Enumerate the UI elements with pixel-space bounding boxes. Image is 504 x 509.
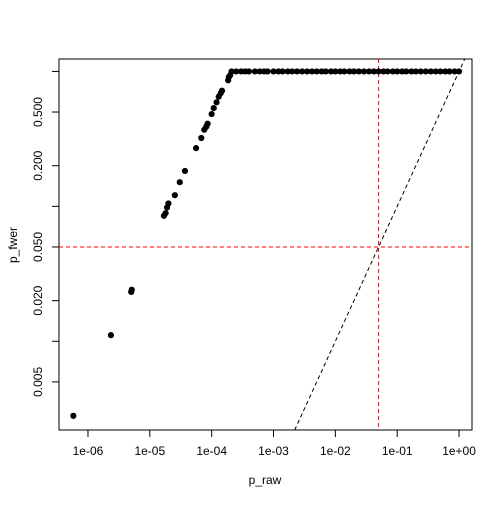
- point: [251, 68, 258, 75]
- point: [403, 68, 410, 75]
- point: [313, 68, 320, 75]
- point: [228, 68, 235, 75]
- point: [304, 68, 311, 75]
- point: [360, 68, 368, 75]
- x-tick-label: 1e+00: [442, 444, 476, 458]
- point: [437, 68, 444, 75]
- point: [394, 68, 401, 75]
- point: [455, 68, 463, 75]
- y-tick-label: 0.200: [31, 150, 45, 180]
- point: [204, 120, 211, 127]
- point: [322, 68, 329, 75]
- y-tick-label: 0.020: [31, 285, 45, 315]
- point: [355, 68, 362, 75]
- point: [289, 68, 296, 75]
- x-tick-label: 1e-03: [258, 444, 289, 458]
- point: [375, 68, 382, 75]
- point: [384, 68, 391, 75]
- point: [279, 68, 286, 75]
- point: [70, 412, 77, 419]
- point: [198, 134, 205, 142]
- point: [327, 68, 335, 75]
- point: [270, 68, 277, 75]
- point: [210, 104, 217, 112]
- y-tick-label: 0.005: [31, 367, 45, 397]
- point: [389, 68, 396, 75]
- y-axis-label: p_fwer: [6, 227, 20, 263]
- point: [299, 68, 306, 75]
- point: [165, 200, 172, 207]
- point: [432, 68, 439, 75]
- point: [332, 68, 339, 75]
- x-tick-label: 1e-02: [320, 444, 351, 458]
- point: [417, 68, 424, 75]
- point: [427, 68, 434, 75]
- x-tick-label: 1e-01: [382, 444, 413, 458]
- point: [370, 68, 377, 75]
- point: [192, 145, 200, 152]
- point: [181, 167, 189, 175]
- point: [308, 68, 316, 75]
- point: [218, 87, 226, 94]
- point: [408, 68, 415, 75]
- identity-line: [294, 58, 466, 431]
- point: [213, 99, 220, 106]
- point: [346, 68, 353, 75]
- point: [350, 68, 358, 75]
- point: [446, 68, 453, 75]
- point: [451, 68, 458, 75]
- x-tick-label: 1e-06: [73, 444, 104, 458]
- point: [341, 68, 348, 75]
- point: [264, 68, 271, 75]
- x-tick-label: 1e-04: [196, 444, 227, 458]
- point: [208, 110, 215, 118]
- point: [412, 68, 419, 75]
- point: [293, 68, 301, 75]
- point: [176, 179, 183, 186]
- y-tick-label: 0.500: [31, 97, 45, 127]
- point: [171, 192, 178, 199]
- point: [162, 210, 169, 217]
- x-axis-label: p_raw: [249, 473, 282, 487]
- x-tick-label: 1e-05: [134, 444, 165, 458]
- point: [365, 68, 373, 75]
- point: [107, 332, 115, 339]
- plot-frame: [58, 58, 473, 431]
- y-tick-label: 0.050: [31, 232, 45, 262]
- point: [422, 68, 429, 75]
- point: [128, 286, 135, 293]
- point: [284, 68, 291, 75]
- point: [233, 68, 240, 75]
- point: [245, 68, 252, 75]
